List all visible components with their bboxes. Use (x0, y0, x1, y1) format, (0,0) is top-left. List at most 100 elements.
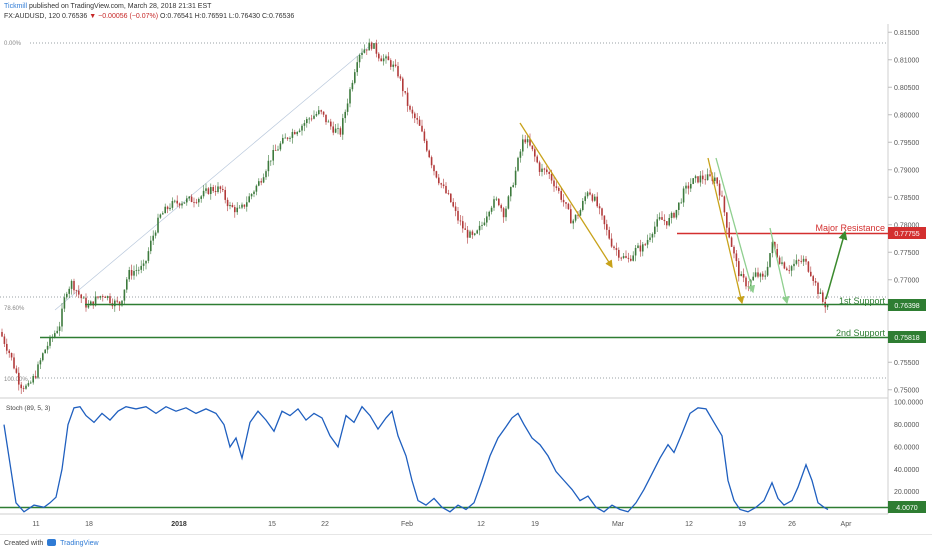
dark-green-arrow[interactable] (825, 230, 848, 300)
candle-body (296, 131, 298, 135)
candle-body (622, 256, 625, 259)
candle-body (80, 294, 82, 299)
candle-body (334, 128, 337, 133)
candle-body (514, 170, 517, 186)
support1-price-badge: 0.76398 (888, 299, 926, 311)
candle-body (219, 186, 222, 189)
candle-body (320, 110, 322, 112)
candle-body (757, 272, 759, 277)
candle-body (668, 217, 670, 226)
candle-body (94, 296, 97, 306)
candle-body (826, 304, 829, 308)
candle-body (488, 211, 490, 217)
candle-body (786, 268, 788, 271)
candle-body (387, 56, 390, 61)
time-label: Mar (612, 521, 625, 528)
time-scale[interactable]: 11 18 2018 15 22 Feb 12 19 Mar 12 19 26 … (32, 521, 852, 528)
candle-body (471, 231, 474, 235)
candle-body (795, 260, 798, 264)
fib-label-0: 0.00% (4, 41, 22, 47)
resistance-price-badge: 0.77755 (888, 227, 926, 239)
candle-body (279, 143, 282, 150)
price-tick-label: 0.78500 (894, 195, 919, 202)
candle-body (678, 202, 680, 210)
candle-body (702, 175, 704, 180)
candle-body (502, 208, 505, 218)
candle-body (255, 185, 258, 192)
candle-body (322, 111, 325, 115)
candle-body (752, 276, 754, 281)
price-tick-label: 0.77000 (894, 277, 919, 284)
candle-body (627, 257, 630, 259)
candle-body (272, 149, 274, 161)
candle-body (654, 226, 656, 234)
candle-body (394, 64, 397, 67)
candle-body (152, 235, 154, 241)
candle-body (109, 296, 111, 304)
candle-body (476, 230, 478, 234)
candle-body (183, 202, 186, 204)
candle-body (265, 171, 267, 178)
candle-body (154, 232, 157, 236)
candle-body (553, 180, 555, 187)
candle-body (327, 121, 330, 123)
candle-body (428, 150, 430, 158)
candle-body (90, 301, 92, 306)
candle-body (442, 184, 445, 187)
stoch-scale[interactable]: 100.0000 80.0000 60.0000 40.0000 20.0000 (894, 400, 923, 496)
candle-body (728, 227, 730, 238)
candle-body (464, 228, 466, 230)
candle-body (414, 113, 416, 119)
candle-body (70, 280, 73, 289)
candle-body (301, 125, 303, 131)
light-green-arrow-1[interactable] (715, 157, 756, 294)
time-label: 19 (738, 521, 746, 528)
light-green-arrow-2[interactable] (769, 227, 790, 305)
candle-body (85, 297, 87, 308)
tradingview-link[interactable]: TradingView (60, 540, 99, 547)
candle-body (726, 212, 728, 228)
candle-body (615, 248, 618, 250)
candle-body (102, 296, 104, 297)
candle-body (771, 241, 774, 254)
candle-body (550, 173, 553, 181)
candle-body (20, 384, 22, 389)
stoch-tick-label: 100.0000 (894, 400, 923, 407)
candle-body (358, 55, 361, 63)
candle-body (6, 343, 8, 351)
candle-body (346, 103, 349, 112)
candle-body (176, 200, 178, 204)
gold-arrow-1[interactable] (519, 122, 613, 269)
candle-body (526, 139, 529, 143)
second-support-label: 2nd Support (836, 328, 886, 338)
candle-body (135, 270, 138, 271)
candle-body (205, 188, 207, 191)
candle-body (404, 91, 406, 93)
candle-body (82, 297, 85, 299)
candle-body (421, 125, 423, 132)
symbol-label: FX:AUDUSD, 120 (4, 13, 61, 20)
price-candles (1, 38, 829, 394)
candle-body (210, 187, 212, 194)
stoch-indicator-label[interactable]: Stoch (89, 5, 3) (6, 405, 50, 412)
candle-body (392, 64, 394, 67)
candle-body (224, 190, 226, 200)
candle-body (262, 177, 265, 183)
gold-arrow-2[interactable] (707, 157, 745, 305)
candle-body (495, 198, 498, 200)
candle-body (356, 62, 358, 73)
candle-body (366, 49, 368, 51)
price-tick-label: 0.79000 (894, 167, 919, 174)
first-support-label: 1st Support (839, 296, 886, 306)
candle-body (529, 139, 531, 146)
candle-body (270, 160, 272, 162)
candle-body (166, 206, 169, 210)
candle-body (375, 43, 378, 54)
candle-body (37, 364, 39, 378)
candle-body (10, 353, 13, 358)
resistance-price-value: 0.77755 (894, 231, 919, 238)
candle-body (649, 237, 651, 240)
publisher-name[interactable]: Tickmill (4, 3, 28, 10)
chart-canvas[interactable]: 0.00% 78.60% 100.00% Major Resistance 1s… (0, 14, 932, 534)
drawn-arrows[interactable] (519, 122, 848, 305)
